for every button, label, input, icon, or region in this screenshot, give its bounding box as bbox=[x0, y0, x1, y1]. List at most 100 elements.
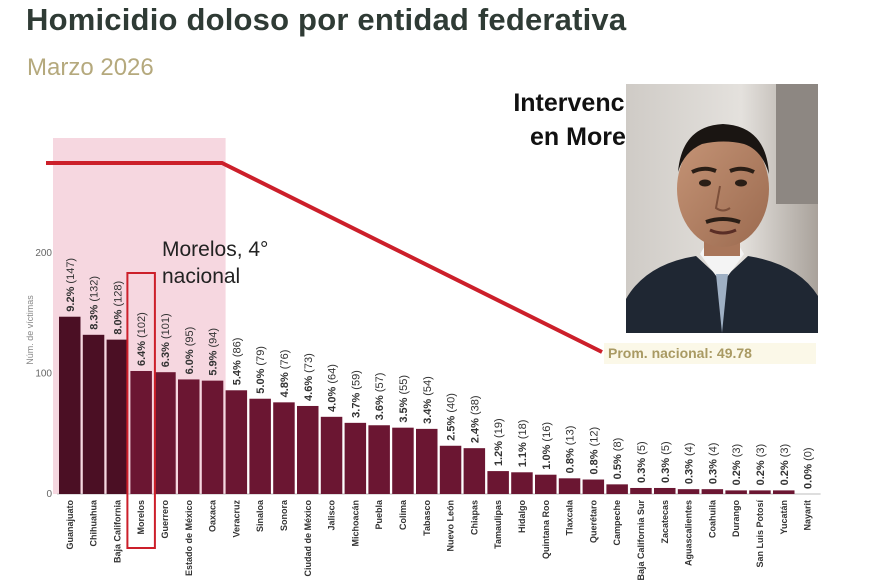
y-axis-title: Núm. de víctimas bbox=[25, 295, 35, 365]
category-label: Michoacán bbox=[350, 500, 360, 547]
data-label: 3.4% (54) bbox=[422, 376, 434, 424]
average-label-bg bbox=[604, 343, 816, 364]
data-label: 0.2% (3) bbox=[755, 444, 767, 486]
bar bbox=[273, 402, 295, 494]
data-label: 0.2% (3) bbox=[731, 444, 743, 486]
bar bbox=[773, 490, 795, 494]
average-line bbox=[46, 161, 603, 354]
bar bbox=[606, 484, 628, 494]
y-tick-label: 0 bbox=[46, 489, 52, 500]
data-label: 4.8% (76) bbox=[279, 350, 291, 398]
bar bbox=[82, 334, 105, 494]
portrait-photo bbox=[626, 84, 818, 333]
category-label: Puebla bbox=[374, 499, 384, 530]
category-label: Querétaro bbox=[588, 499, 598, 543]
bar bbox=[677, 489, 700, 494]
category-label: Sinaloa bbox=[255, 499, 265, 532]
morelos-highlight-box bbox=[126, 272, 156, 549]
morelos-annotation: Morelos, 4° nacional bbox=[162, 236, 268, 290]
bar bbox=[558, 478, 581, 494]
category-label: Jalisco bbox=[327, 500, 337, 531]
bar bbox=[154, 372, 176, 494]
category-label: Aguascalientes bbox=[684, 500, 694, 566]
data-label: 2.5% (40) bbox=[446, 393, 458, 441]
data-label: 0.0% (0) bbox=[803, 447, 815, 489]
bar bbox=[178, 379, 200, 494]
bar bbox=[654, 487, 676, 494]
category-label: Nayarit bbox=[803, 500, 813, 531]
category-label: Baja California Sur bbox=[636, 500, 646, 580]
bar bbox=[463, 448, 486, 494]
category-label: Colima bbox=[398, 499, 408, 530]
bar bbox=[368, 425, 390, 494]
category-label: Guanajuato bbox=[65, 500, 75, 550]
data-label: 0.2% (3) bbox=[779, 444, 791, 486]
bar bbox=[725, 490, 747, 494]
data-label: 3.7% (59) bbox=[350, 370, 362, 418]
bar bbox=[130, 370, 152, 494]
bar bbox=[320, 416, 343, 494]
bar bbox=[511, 472, 533, 494]
data-label: 6.0% (95) bbox=[184, 327, 196, 375]
category-label: Tlaxcala bbox=[565, 499, 575, 536]
bar bbox=[416, 428, 438, 494]
data-label: 5.0% (79) bbox=[255, 346, 267, 394]
bar bbox=[630, 487, 652, 494]
category-label: Morelos bbox=[136, 500, 146, 535]
data-label: 8.0% (128) bbox=[112, 281, 124, 335]
category-label: Ciudad de México bbox=[303, 500, 313, 577]
bar bbox=[392, 427, 414, 494]
data-label: 4.0% (64) bbox=[327, 364, 339, 412]
bar bbox=[249, 398, 271, 494]
category-label: Hidalgo bbox=[517, 499, 527, 533]
bar bbox=[59, 316, 81, 494]
category-label: Veracruz bbox=[231, 500, 241, 538]
category-label: San Luis Potosí bbox=[755, 500, 765, 568]
category-label: Sonora bbox=[279, 499, 289, 531]
data-label: 4.6% (73) bbox=[303, 353, 315, 401]
page-subtitle: Marzo 2026 bbox=[27, 54, 154, 81]
data-label: 9.2% (147) bbox=[65, 258, 77, 312]
category-label: Guerrero bbox=[160, 499, 170, 538]
bar bbox=[201, 380, 224, 494]
bar bbox=[439, 445, 462, 494]
category-label: Coahuila bbox=[707, 499, 717, 538]
annotation-line1: Morelos, 4° bbox=[162, 238, 269, 261]
data-label: 8.3% (132) bbox=[89, 276, 101, 330]
annotation-line2: nacional bbox=[162, 265, 241, 288]
data-label: 0.3% (5) bbox=[660, 441, 672, 483]
category-label: Quintana Roo bbox=[541, 500, 551, 559]
data-label: 5.4% (86) bbox=[231, 338, 243, 386]
data-label: 0.5% (8) bbox=[612, 438, 624, 480]
y-tick-label: 100 bbox=[35, 368, 52, 379]
bar bbox=[106, 339, 129, 494]
data-label: 2.4% (38) bbox=[469, 395, 481, 443]
category-label: Yucatán bbox=[779, 500, 789, 535]
data-label: 6.3% (101) bbox=[160, 313, 172, 367]
bar bbox=[535, 474, 557, 494]
page-title: Homicidio doloso por entidad federativa bbox=[26, 2, 627, 37]
data-label: 0.8% (12) bbox=[588, 427, 600, 475]
data-label: 5.9% (94) bbox=[208, 328, 220, 376]
bar bbox=[701, 489, 724, 494]
data-label: 1.0% (16) bbox=[541, 422, 553, 470]
bar bbox=[582, 479, 605, 494]
category-label: Durango bbox=[731, 500, 741, 538]
data-label: 1.2% (19) bbox=[493, 418, 505, 466]
category-label: Chihuahua bbox=[89, 499, 99, 546]
data-label: 6.4% (102) bbox=[136, 312, 148, 366]
average-label: Prom. nacional: 49.78 bbox=[608, 345, 752, 361]
data-label: 0.3% (4) bbox=[707, 443, 719, 485]
data-label: 3.6% (57) bbox=[374, 373, 386, 421]
data-label: 0.3% (5) bbox=[636, 441, 648, 483]
bar bbox=[487, 471, 509, 494]
category-label: Chiapas bbox=[469, 500, 479, 535]
category-label: Zacatecas bbox=[660, 500, 670, 544]
data-label: 1.1% (18) bbox=[517, 420, 529, 468]
category-label: Estado de México bbox=[184, 500, 194, 577]
data-label: 0.3% (4) bbox=[684, 443, 696, 485]
bar bbox=[344, 422, 367, 494]
category-label: Nuevo León bbox=[446, 500, 456, 552]
data-label: 0.8% (13) bbox=[565, 426, 577, 474]
